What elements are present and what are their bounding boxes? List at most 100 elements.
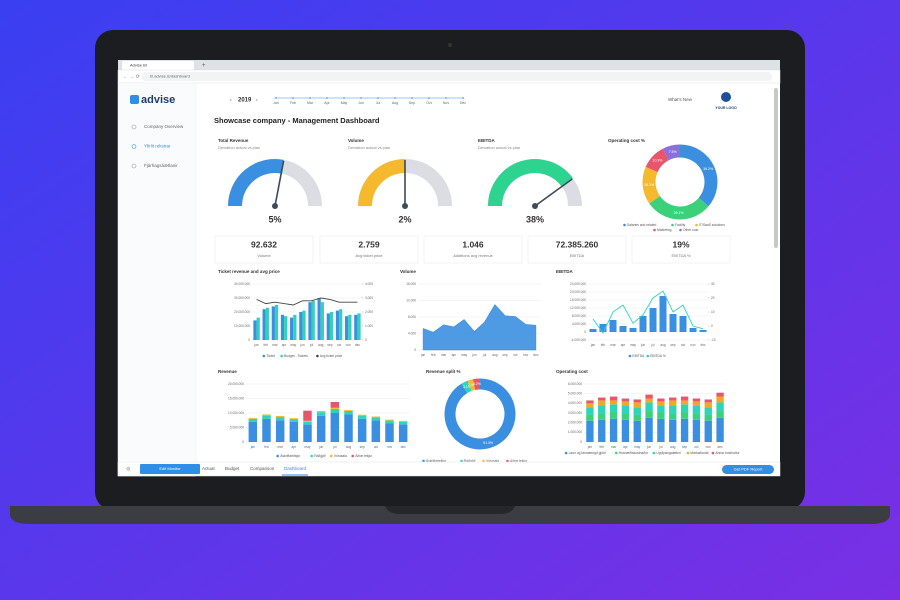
- bar: [669, 400, 677, 406]
- bar: [633, 402, 641, 408]
- month-dot[interactable]: [343, 97, 345, 99]
- month-dot[interactable]: [462, 97, 464, 99]
- x-tick-label: apr: [452, 353, 458, 357]
- month-dot[interactable]: [377, 97, 379, 99]
- gauge-hub: [272, 203, 278, 209]
- menu-item[interactable]: Fjárhagsáætlanir: [144, 163, 178, 168]
- bar: [311, 300, 315, 340]
- legend-swatch: [482, 459, 485, 463]
- gauge-title: EBITDA: [478, 138, 496, 143]
- line: [256, 297, 358, 306]
- bar: [248, 421, 258, 442]
- next-year[interactable]: ›: [256, 97, 258, 103]
- bar: [598, 400, 606, 406]
- month-label: Feb: [290, 101, 296, 105]
- y-tick-label: 0: [580, 440, 582, 444]
- bar: [633, 420, 641, 442]
- bar: [716, 411, 724, 418]
- pdf-button[interactable]: [722, 465, 774, 474]
- x-tick-label: feb: [600, 445, 605, 449]
- edit-monitor-button[interactable]: [140, 464, 200, 474]
- prev-year[interactable]: ‹: [230, 97, 232, 103]
- x-tick-label: may: [304, 445, 310, 449]
- new-tab[interactable]: +: [202, 63, 206, 69]
- y-tick-label: 0: [242, 440, 244, 444]
- tab[interactable]: Actual: [202, 466, 215, 471]
- bar: [289, 421, 299, 442]
- bar: [262, 415, 271, 419]
- bar: [385, 419, 394, 421]
- donut-label: 2.4%: [468, 383, 476, 387]
- menu-icon: [131, 163, 137, 169]
- pdf-label: Get PDF Report: [734, 467, 764, 472]
- bar: [344, 410, 353, 415]
- kpi-card: [631, 235, 731, 264]
- month-dot[interactable]: [292, 97, 294, 99]
- month-label: Jan: [273, 101, 279, 105]
- bar: [289, 418, 299, 420]
- bar: [598, 419, 606, 442]
- line: [592, 290, 704, 334]
- browser-tab[interactable]: [122, 61, 194, 70]
- legend-swatch: [652, 451, 656, 455]
- settings-icon[interactable]: ⚙: [126, 466, 131, 472]
- gauge-fill: [358, 159, 406, 207]
- tab[interactable]: Comparison: [250, 466, 275, 471]
- x-tick-label: jun: [299, 343, 304, 347]
- x-tick-label: oct: [681, 343, 685, 347]
- month-dot[interactable]: [275, 97, 277, 99]
- month-dot[interactable]: [445, 97, 447, 99]
- y-tick-label: 15.000.000: [228, 396, 244, 400]
- bar: [262, 418, 271, 442]
- kpi-label: Volume: [257, 253, 271, 258]
- bar: [619, 326, 627, 332]
- whats-new[interactable]: What's New: [668, 97, 693, 102]
- menu-item[interactable]: Company Overview: [144, 124, 184, 129]
- tab[interactable]: Dashboard: [284, 466, 307, 471]
- address-bar[interactable]: [142, 72, 772, 81]
- nav-buttons[interactable]: ← → ⟳: [123, 74, 141, 80]
- y-tick-label: 0: [584, 330, 586, 334]
- bar: [692, 419, 701, 442]
- month-dot[interactable]: [360, 97, 362, 99]
- y-tick-label: 0: [414, 348, 416, 352]
- y-tick-label: 12.000: [406, 298, 416, 302]
- scrollbar[interactable]: [774, 88, 778, 248]
- bar: [599, 324, 607, 332]
- kpi-value: 1.046: [462, 239, 484, 249]
- bar: [357, 418, 367, 442]
- x-tick-label: oct: [513, 353, 517, 357]
- tab[interactable]: Budget: [225, 466, 240, 471]
- month-dot[interactable]: [309, 97, 311, 99]
- menu-item[interactable]: Yfirlit rekstrar: [144, 144, 171, 149]
- x-tick-label: may: [634, 445, 640, 449]
- x-tick-label: jul: [482, 353, 486, 357]
- legend-swatch: [671, 223, 674, 227]
- bar: [275, 417, 285, 421]
- x-tick-label: apr: [282, 343, 288, 347]
- donut-segment: [444, 378, 516, 450]
- month-dot[interactable]: [326, 97, 328, 99]
- month-dot[interactable]: [428, 97, 430, 99]
- bar: [716, 417, 724, 442]
- bar: [317, 298, 321, 340]
- bar: [371, 416, 381, 418]
- year: 2019: [238, 98, 252, 104]
- month-dot[interactable]: [394, 97, 396, 99]
- x-tick-label: jun: [318, 445, 323, 449]
- kpi-label: EBITDA: [570, 253, 585, 258]
- x-tick-label: feb: [264, 445, 269, 449]
- month-dot[interactable]: [411, 97, 413, 99]
- x-tick-label: aug: [318, 343, 324, 347]
- y-tick-label: 5.000.000: [568, 392, 582, 396]
- month-label: Jul: [376, 101, 381, 105]
- bar: [262, 414, 271, 416]
- legend-label: Other cost: [683, 228, 698, 232]
- bar: [692, 398, 701, 402]
- x-tick-label: jul: [658, 445, 662, 449]
- bar: [621, 413, 630, 420]
- x-tick-label: nov: [690, 343, 696, 347]
- y2-tick-label: 10: [711, 310, 715, 314]
- donut-segment: [642, 166, 661, 204]
- bar: [303, 424, 312, 442]
